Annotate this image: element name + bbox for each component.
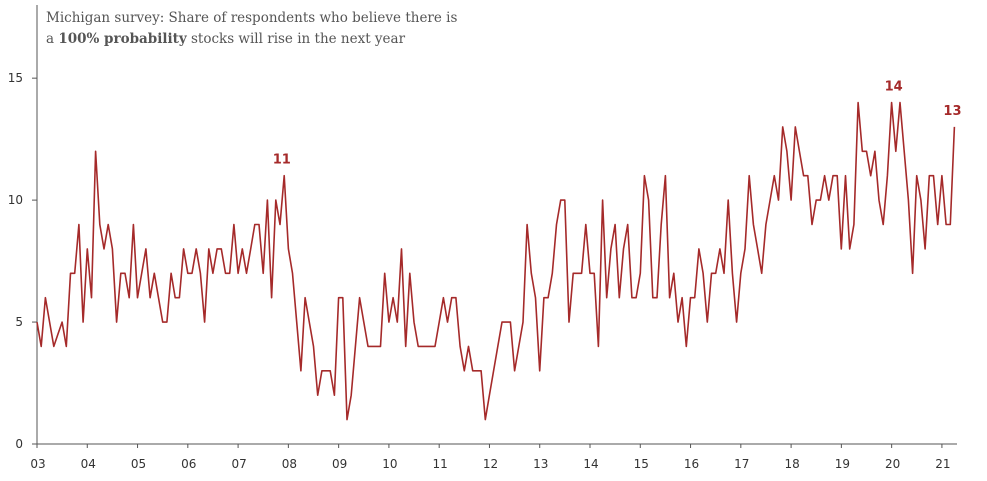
- annotation-label: 11: [273, 153, 291, 168]
- x-tick-label: 06: [181, 457, 196, 471]
- x-axis-ticks: 03 04 05 06 07 08 09 10 11 12 13 14 15 16 17 18 19 20 21: [30, 444, 951, 471]
- y-tick-label: 15: [8, 71, 23, 85]
- x-tick-label: 21: [935, 457, 950, 471]
- x-tick-label: 09: [332, 457, 347, 471]
- y-tick-label: 0: [15, 437, 23, 451]
- series-group: [36, 101, 956, 421]
- x-tick-label: 08: [282, 457, 297, 471]
- x-tick-label: 14: [583, 457, 598, 471]
- annotations: 11 14 13: [273, 80, 962, 168]
- chart-title-line1: Michigan survey: Share of respondents wh…: [46, 10, 458, 26]
- x-tick-label: 12: [483, 457, 498, 471]
- y-tick-label: 5: [15, 315, 23, 329]
- x-tick-label: 17: [734, 457, 749, 471]
- chart-title-line2-pre: a: [46, 31, 59, 47]
- chart-title-line2-post: stocks will rise in the next year: [186, 31, 406, 47]
- y-tick-label: 10: [8, 193, 23, 207]
- x-tick-label: 16: [684, 457, 699, 471]
- series-line: [36, 101, 956, 421]
- x-tick-label: 13: [533, 457, 548, 471]
- y-axis-ticks: 0 5 10 15: [8, 71, 37, 451]
- annotation-label: 13: [943, 104, 961, 119]
- x-tick-label: 19: [835, 457, 850, 471]
- x-tick-label: 15: [634, 457, 649, 471]
- x-tick-label: 05: [131, 457, 146, 471]
- chart-title: Michigan survey: Share of respondents wh…: [46, 8, 457, 50]
- chart-title-line2-bold: 100% probability: [58, 31, 187, 47]
- x-tick-label: 10: [382, 457, 397, 471]
- x-tick-label: 18: [784, 457, 799, 471]
- x-tick-label: 20: [885, 457, 900, 471]
- axes: [36, 5, 957, 445]
- x-tick-label: 03: [30, 457, 45, 471]
- x-tick-label: 07: [231, 457, 246, 471]
- x-tick-label: 11: [433, 457, 448, 471]
- x-tick-label: 04: [81, 457, 96, 471]
- chart-title-line2: a 100% probability stocks will rise in t…: [46, 29, 457, 50]
- annotation-label: 14: [885, 80, 903, 95]
